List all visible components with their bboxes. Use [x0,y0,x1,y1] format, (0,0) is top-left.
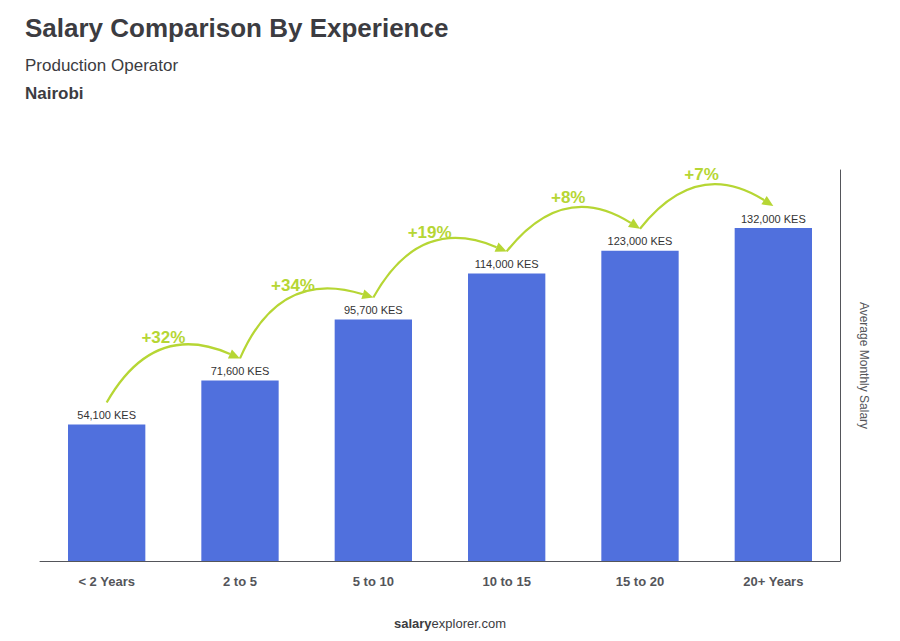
svg-text:Salary Comparison By Experienc: Salary Comparison By Experience [25,13,448,43]
svg-text:10 to 15: 10 to 15 [482,574,530,589]
svg-text:explorer.com: explorer.com [432,616,506,631]
svg-text:54,100 KES: 54,100 KES [77,409,136,421]
svg-text:Average Monthly Salary: Average Monthly Salary [857,302,871,429]
svg-text:71,600 KES: 71,600 KES [211,365,270,377]
svg-text:20+ Years: 20+ Years [743,574,803,589]
svg-text:5 to 10: 5 to 10 [353,574,394,589]
svg-text:123,000 KES: 123,000 KES [608,235,673,247]
svg-text:< 2 Years: < 2 Years [78,574,135,589]
svg-text:Nairobi: Nairobi [25,84,84,103]
svg-text:salary: salary [394,616,432,631]
svg-text:132,000 KES: 132,000 KES [741,213,806,225]
svg-text:114,000 KES: 114,000 KES [475,258,539,270]
svg-text:+32%: +32% [141,328,185,347]
svg-text:15 to 20: 15 to 20 [616,574,664,589]
svg-text:+34%: +34% [271,276,315,295]
svg-text:95,700 KES: 95,700 KES [344,304,403,316]
svg-text:Production Operator: Production Operator [25,56,178,75]
svg-text:2 to 5: 2 to 5 [223,574,257,589]
svg-text:+7%: +7% [684,165,719,184]
svg-text:+19%: +19% [408,223,452,242]
svg-text:+8%: +8% [551,188,586,207]
